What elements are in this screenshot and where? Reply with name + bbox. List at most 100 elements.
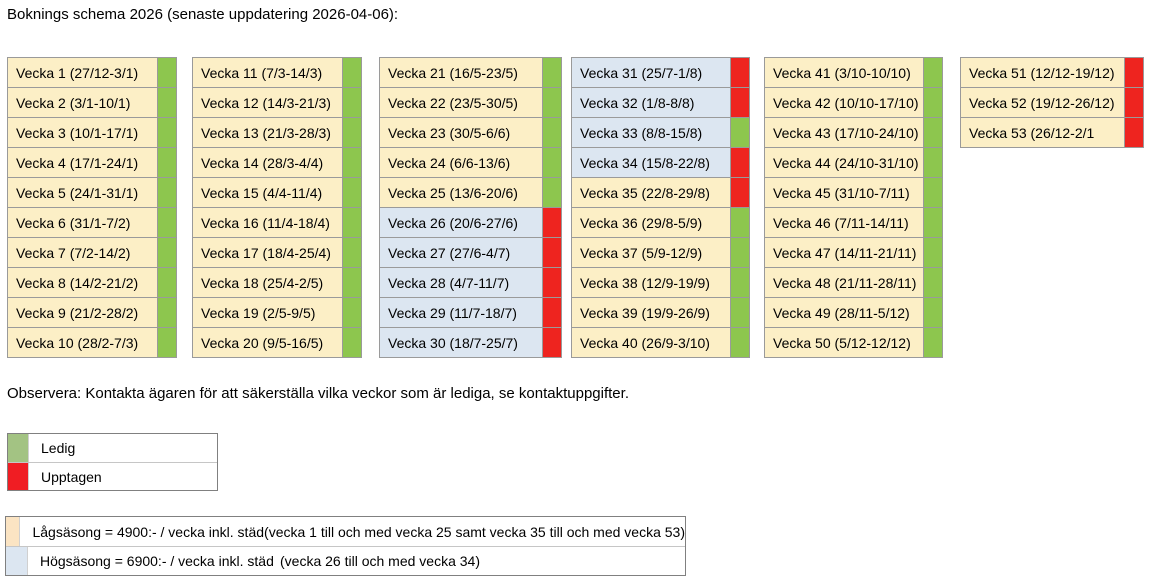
legend-row-busy: Upptagen: [8, 462, 217, 490]
week-label: Vecka 35 (22/8-29/8): [572, 178, 730, 207]
week-label: Vecka 14 (28/3-4/4): [193, 148, 342, 177]
week-row: Vecka 24 (6/6-13/6): [379, 148, 562, 178]
week-label: Vecka 31 (25/7-1/8): [572, 58, 730, 87]
week-status-busy: [730, 88, 749, 117]
legend-label-busy: Upptagen: [41, 468, 102, 485]
week-status-free: [342, 148, 361, 177]
week-row: Vecka 51 (12/12-19/12): [960, 58, 1144, 88]
week-row: Vecka 7 (7/2-14/2): [7, 238, 177, 268]
week-status-free: [157, 118, 176, 147]
week-column-3: Vecka 21 (16/5-23/5) Vecka 22 (23/5-30/5)…: [379, 57, 562, 358]
week-status-free: [542, 148, 561, 177]
week-label: Vecka 49 (28/11-5/12): [765, 298, 923, 327]
week-status-free: [157, 328, 176, 357]
week-row: Vecka 40 (26/9-3/10): [571, 328, 750, 358]
week-label: Vecka 3 (10/1-17/1): [8, 118, 157, 147]
legend-label-free: Ledig: [41, 440, 76, 456]
week-column-5: Vecka 41 (3/10-10/10) Vecka 42 (10/10-17/…: [764, 57, 943, 358]
week-status-free: [157, 148, 176, 177]
week-row: Vecka 19 (2/5-9/5): [192, 298, 362, 328]
week-status-free: [923, 238, 942, 267]
week-label: Vecka 9 (21/2-28/2): [8, 298, 157, 327]
week-status-free: [923, 208, 942, 237]
week-row: Vecka 11 (7/3-14/3): [192, 58, 362, 88]
week-status-free: [923, 328, 942, 357]
week-label: Vecka 33 (8/8-15/8): [572, 118, 730, 147]
week-status-free: [342, 208, 361, 237]
week-row: Vecka 18 (25/4-2/5): [192, 268, 362, 298]
week-row: Vecka 10 (28/2-7/3): [7, 328, 177, 358]
week-label: Vecka 41 (3/10-10/10): [765, 58, 923, 87]
week-row: Vecka 37 (5/9-12/9): [571, 238, 750, 268]
week-row: Vecka 41 (3/10-10/10): [764, 58, 943, 88]
week-status-free: [730, 328, 749, 357]
week-row: Vecka 14 (28/3-4/4): [192, 148, 362, 178]
week-status-free: [923, 268, 942, 297]
week-status-free: [157, 88, 176, 117]
week-row: Vecka 33 (8/8-15/8): [571, 118, 750, 148]
week-label: Vecka 12 (14/3-21/3): [193, 88, 342, 117]
week-label: Vecka 25 (13/6-20/6): [380, 178, 542, 207]
week-row: Vecka 20 (9/5-16/5): [192, 328, 362, 358]
week-label: Vecka 11 (7/3-14/3): [193, 58, 342, 87]
week-label: Vecka 43 (17/10-24/10): [765, 118, 923, 147]
week-label: Vecka 5 (24/1-31/1): [8, 178, 157, 207]
week-row: Vecka 31 (25/7-1/8): [571, 58, 750, 88]
week-row: Vecka 27 (27/6-4/7): [379, 238, 562, 268]
week-row: Vecka 17 (18/4-25/4): [192, 238, 362, 268]
high-season-weeks: (vecka 26 till och med vecka 34): [280, 553, 480, 569]
week-label: Vecka 8 (14/2-21/2): [8, 268, 157, 297]
week-row: Vecka 46 (7/11-14/11): [764, 208, 943, 238]
week-label: Vecka 46 (7/11-14/11): [765, 208, 923, 237]
week-label: Vecka 4 (17/1-24/1): [8, 148, 157, 177]
week-label: Vecka 44 (24/10-31/10): [765, 148, 923, 177]
week-row: Vecka 22 (23/5-30/5): [379, 88, 562, 118]
week-status-free: [923, 88, 942, 117]
week-label: Vecka 36 (29/8-5/9): [572, 208, 730, 237]
week-status-free: [542, 178, 561, 207]
price-row-low-season: Lågsäsong = 4900:- / vecka inkl. städ (v…: [6, 517, 685, 546]
week-label: Vecka 45 (31/10-7/11): [765, 178, 923, 207]
week-row: Vecka 3 (10/1-17/1): [7, 118, 177, 148]
week-label: Vecka 19 (2/5-9/5): [193, 298, 342, 327]
week-row: Vecka 39 (19/9-26/9): [571, 298, 750, 328]
high-season-color-swatch: [6, 547, 28, 575]
week-label: Vecka 42 (10/10-17/10): [765, 88, 923, 117]
week-status-free: [923, 58, 942, 87]
week-label: Vecka 38 (12/9-19/9): [572, 268, 730, 297]
week-status-busy: [1124, 118, 1143, 147]
week-row: Vecka 44 (24/10-31/10): [764, 148, 943, 178]
week-row: Vecka 8 (14/2-21/2): [7, 268, 177, 298]
week-label: Vecka 39 (19/9-26/9): [572, 298, 730, 327]
week-status-free: [157, 298, 176, 327]
week-label: Vecka 16 (11/4-18/4): [193, 208, 342, 237]
week-status-free: [342, 298, 361, 327]
week-label: Vecka 30 (18/7-25/7): [380, 328, 542, 357]
week-status-busy: [730, 178, 749, 207]
week-row: Vecka 1 (27/12-3/1): [7, 58, 177, 88]
week-status-free: [342, 328, 361, 357]
week-row: Vecka 47 (14/11-21/11): [764, 238, 943, 268]
week-row: Vecka 13 (21/3-28/3): [192, 118, 362, 148]
week-row: Vecka 15 (4/4-11/4): [192, 178, 362, 208]
week-status-free: [342, 88, 361, 117]
week-label: Vecka 17 (18/4-25/4): [193, 238, 342, 267]
week-column-4: Vecka 31 (25/7-1/8) Vecka 32 (1/8-8/8) Vec…: [571, 57, 750, 358]
week-status-free: [730, 208, 749, 237]
week-status-busy: [542, 208, 561, 237]
week-status-free: [157, 238, 176, 267]
week-row: Vecka 42 (10/10-17/10): [764, 88, 943, 118]
week-status-busy: [730, 58, 749, 87]
week-row: Vecka 26 (20/6-27/6): [379, 208, 562, 238]
week-status-free: [157, 58, 176, 87]
week-row: Vecka 52 (19/12-26/12): [960, 88, 1144, 118]
week-label: Vecka 50 (5/12-12/12): [765, 328, 923, 357]
week-status-free: [342, 58, 361, 87]
week-row: Vecka 2 (3/1-10/1): [7, 88, 177, 118]
week-label: Vecka 13 (21/3-28/3): [193, 118, 342, 147]
price-row-high-season: Högsäsong = 6900:- / vecka inkl. städ (v…: [6, 546, 685, 575]
week-label: Vecka 52 (19/12-26/12): [961, 88, 1124, 117]
week-label: Vecka 6 (31/1-7/2): [8, 208, 157, 237]
week-row: Vecka 5 (24/1-31/1): [7, 178, 177, 208]
week-status-free: [923, 178, 942, 207]
